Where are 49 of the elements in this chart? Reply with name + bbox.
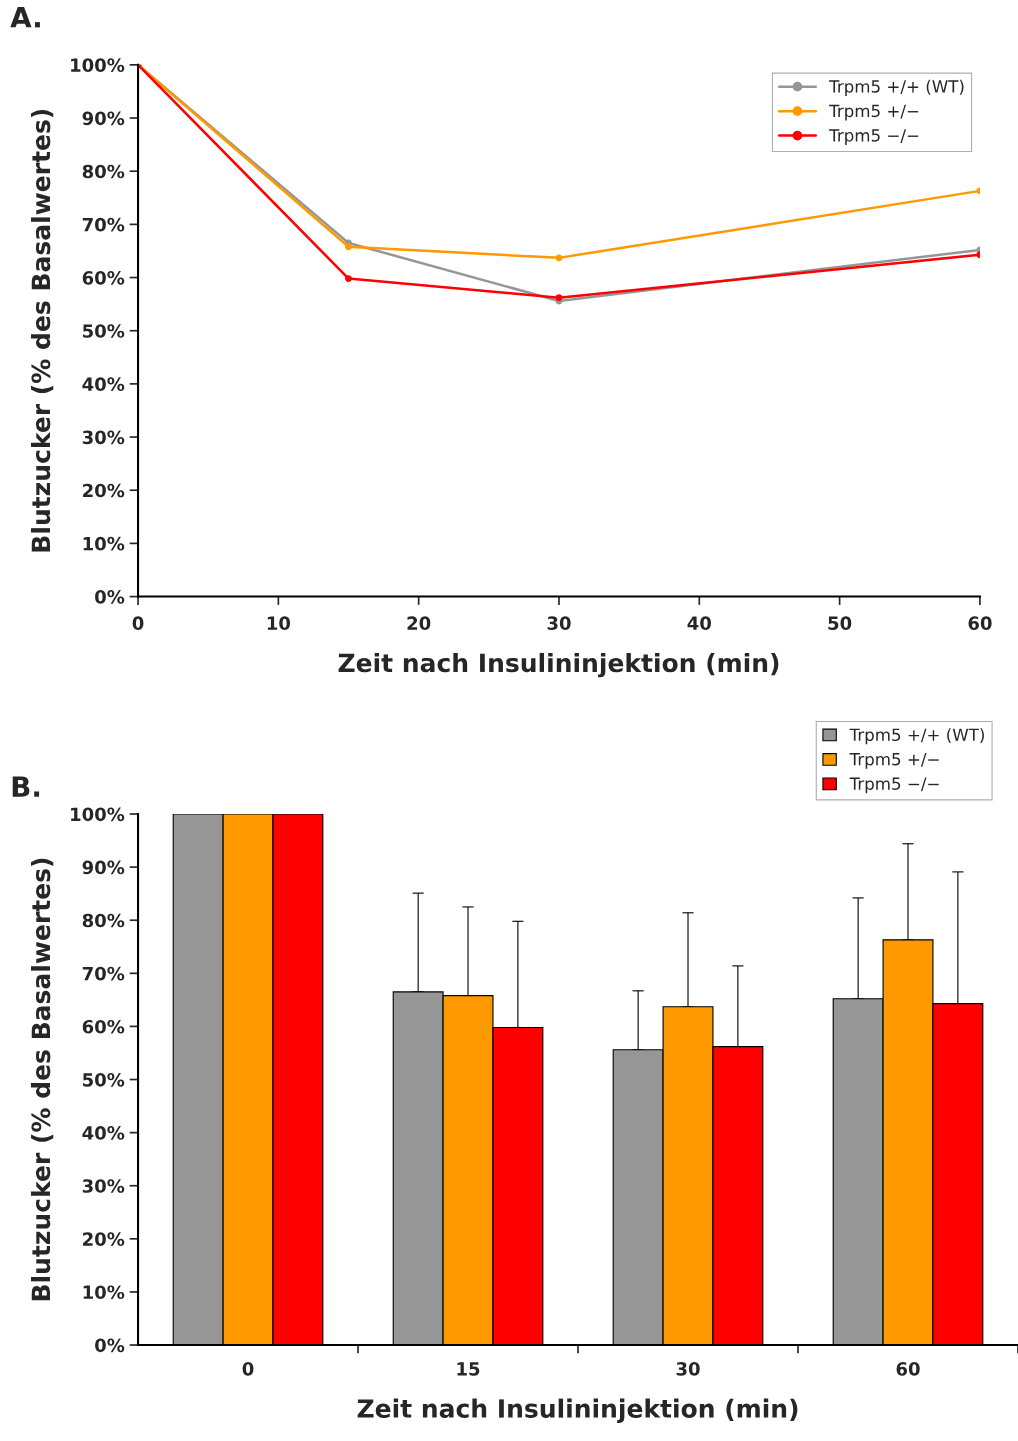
y-tick-label: 90% — [82, 860, 125, 875]
legend-label: Trpm5 +/− — [849, 753, 939, 769]
x-tick-label: 30 — [547, 616, 571, 630]
chart-title: B. — [12, 776, 40, 797]
x-axis-title: Zeit nach Insulininjektion (min) — [357, 1398, 798, 1424]
y-tick-label: 20% — [83, 483, 125, 498]
legend-label: Trpm5 +/+ (WT) — [829, 79, 964, 96]
y-tick-label: 0% — [95, 590, 125, 604]
chart-title: A. — [10, 7, 40, 28]
y-tick-label: 50% — [83, 1072, 125, 1087]
x-tick-label: 0 — [132, 616, 144, 630]
point — [345, 243, 352, 251]
y-tick-label: 60% — [82, 271, 125, 285]
y-tick-label: 60% — [82, 1019, 125, 1034]
y-tick-label: 10% — [83, 1285, 125, 1300]
point — [555, 254, 563, 262]
x-tick-label: 50 — [828, 616, 852, 630]
y-tick-label: 40% — [82, 1126, 125, 1140]
legend-label: Trpm5 −/− — [849, 777, 939, 794]
point — [345, 275, 352, 283]
y-tick-label: 80% — [82, 913, 125, 928]
x-axis-title: Zeit nach Insulininjektion (min) — [338, 652, 779, 678]
legend-label: Trpm5 +/− — [829, 104, 919, 121]
y-tick-label: 20% — [83, 1232, 125, 1246]
legend-label: Trpm5 −/− — [829, 129, 919, 145]
y-tick-label: 70% — [82, 966, 125, 981]
y-tick-label: 100% — [71, 807, 125, 822]
legend-label: Trpm5 +/+ (WT) — [849, 728, 984, 745]
x-tick-label: 0 — [242, 1362, 254, 1376]
x-tick-label: 10 — [267, 616, 291, 630]
line-series — [138, 64, 980, 262]
y-axis-title: Blutzucker (% des Basalwertes) — [30, 858, 54, 1301]
y-tick-label: 40% — [82, 377, 125, 391]
y-tick-label: 30% — [82, 430, 125, 445]
y-tick-label: 0% — [95, 1338, 125, 1353]
y-tick-label: 10% — [83, 536, 125, 551]
y-tick-label: 100% — [71, 58, 125, 72]
x-tick-label: 60 — [968, 616, 992, 630]
x-tick-label: 30 — [676, 1362, 700, 1376]
x-tick-label: 15 — [457, 1362, 480, 1376]
y-tick-label: 30% — [82, 1179, 125, 1193]
y-tick-label: 70% — [82, 217, 125, 232]
y-tick-label: 90% — [82, 111, 125, 126]
x-tick-label: 60 — [896, 1362, 920, 1376]
x-tick-label: 40 — [687, 616, 711, 630]
y-tick-label: 80% — [82, 164, 125, 179]
x-tick-label: 20 — [407, 616, 431, 630]
y-tick-label: 50% — [83, 324, 125, 338]
y-axis-title: Blutzucker (% des Basalwertes) — [30, 109, 54, 552]
